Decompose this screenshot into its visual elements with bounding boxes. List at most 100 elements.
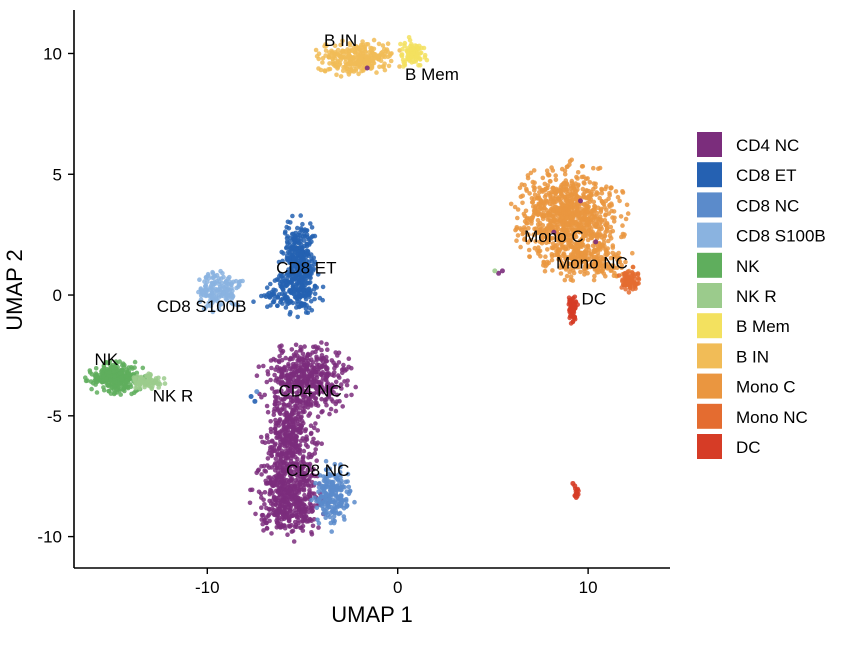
data-point [318,502,323,508]
data-point [568,243,574,249]
data-point [549,165,554,170]
data-point [270,439,275,444]
data-point [551,245,556,250]
data-point [291,425,296,431]
data-point [288,486,293,491]
data-point [310,233,316,239]
data-point [300,523,306,529]
data-point [298,245,304,250]
data-point [284,255,290,261]
data-point [545,247,550,252]
data-point [276,501,281,506]
data-point [320,384,325,390]
data-point [292,416,297,421]
data-point [553,177,559,183]
data-point [132,365,137,370]
data-point [308,252,314,257]
data-point [304,251,309,257]
data-point [388,58,394,64]
data-point [294,504,300,510]
cluster-label: CD8 S100B [157,297,247,316]
data-point [272,482,277,488]
data-point [296,280,301,285]
data-point [624,202,630,208]
data-point [328,406,334,412]
data-point [558,271,564,276]
data-point [294,444,299,450]
data-point [306,287,311,292]
data-point [107,370,112,375]
data-point [569,178,575,184]
data-point [300,504,306,509]
data-point [540,175,546,181]
data-point [611,273,617,279]
data-point [549,189,554,195]
data-point [306,463,312,469]
data-point [291,245,296,250]
data-point [608,224,614,230]
data-point [355,45,361,51]
data-point [264,285,270,291]
data-point [287,508,293,514]
data-point [320,409,325,414]
data-point [417,56,423,62]
data-point [262,468,268,474]
data-point [89,386,94,392]
data-point [541,259,546,265]
data-point [296,518,301,523]
data-point [499,268,505,274]
data-point [550,185,555,191]
data-point [592,273,597,279]
data-point [324,378,329,383]
data-point [350,48,355,54]
data-point [274,509,279,514]
data-point [602,204,607,210]
data-point [339,386,344,391]
y-tick-label: -5 [47,407,62,426]
data-point [307,501,313,506]
data-point [584,188,589,193]
data-point [289,347,295,352]
data-point [289,522,294,528]
data-point [284,299,289,304]
legend-swatch [697,373,722,399]
data-point [528,237,533,243]
data-point [625,275,631,280]
data-point [265,456,271,461]
data-point [289,384,294,390]
data-point [542,194,548,199]
data-point [279,369,285,375]
data-point [299,386,305,392]
data-point [291,501,296,507]
data-point [308,391,314,396]
data-point [105,382,110,388]
data-point [308,221,313,226]
data-point [522,219,528,224]
data-point [549,224,555,230]
data-point [542,268,548,274]
data-point [112,390,118,396]
scatter-points [83,35,642,544]
data-point [144,379,150,385]
data-point [323,458,329,464]
data-point [300,351,306,357]
data-point [101,366,107,372]
legend-label: CD8 NC [736,196,799,215]
data-point [341,49,347,54]
data-point [386,63,392,69]
data-point [603,252,608,257]
data-point [305,482,311,487]
data-point [298,510,304,516]
data-point [319,340,324,345]
data-point [284,270,290,276]
data-point [118,386,123,392]
data-point [540,189,545,194]
data-point [400,46,405,52]
data-point [224,297,229,303]
data-point [601,240,607,245]
data-point [561,252,567,257]
data-point [253,511,258,517]
data-point [306,505,312,511]
data-point [328,499,334,505]
data-point [341,366,346,372]
